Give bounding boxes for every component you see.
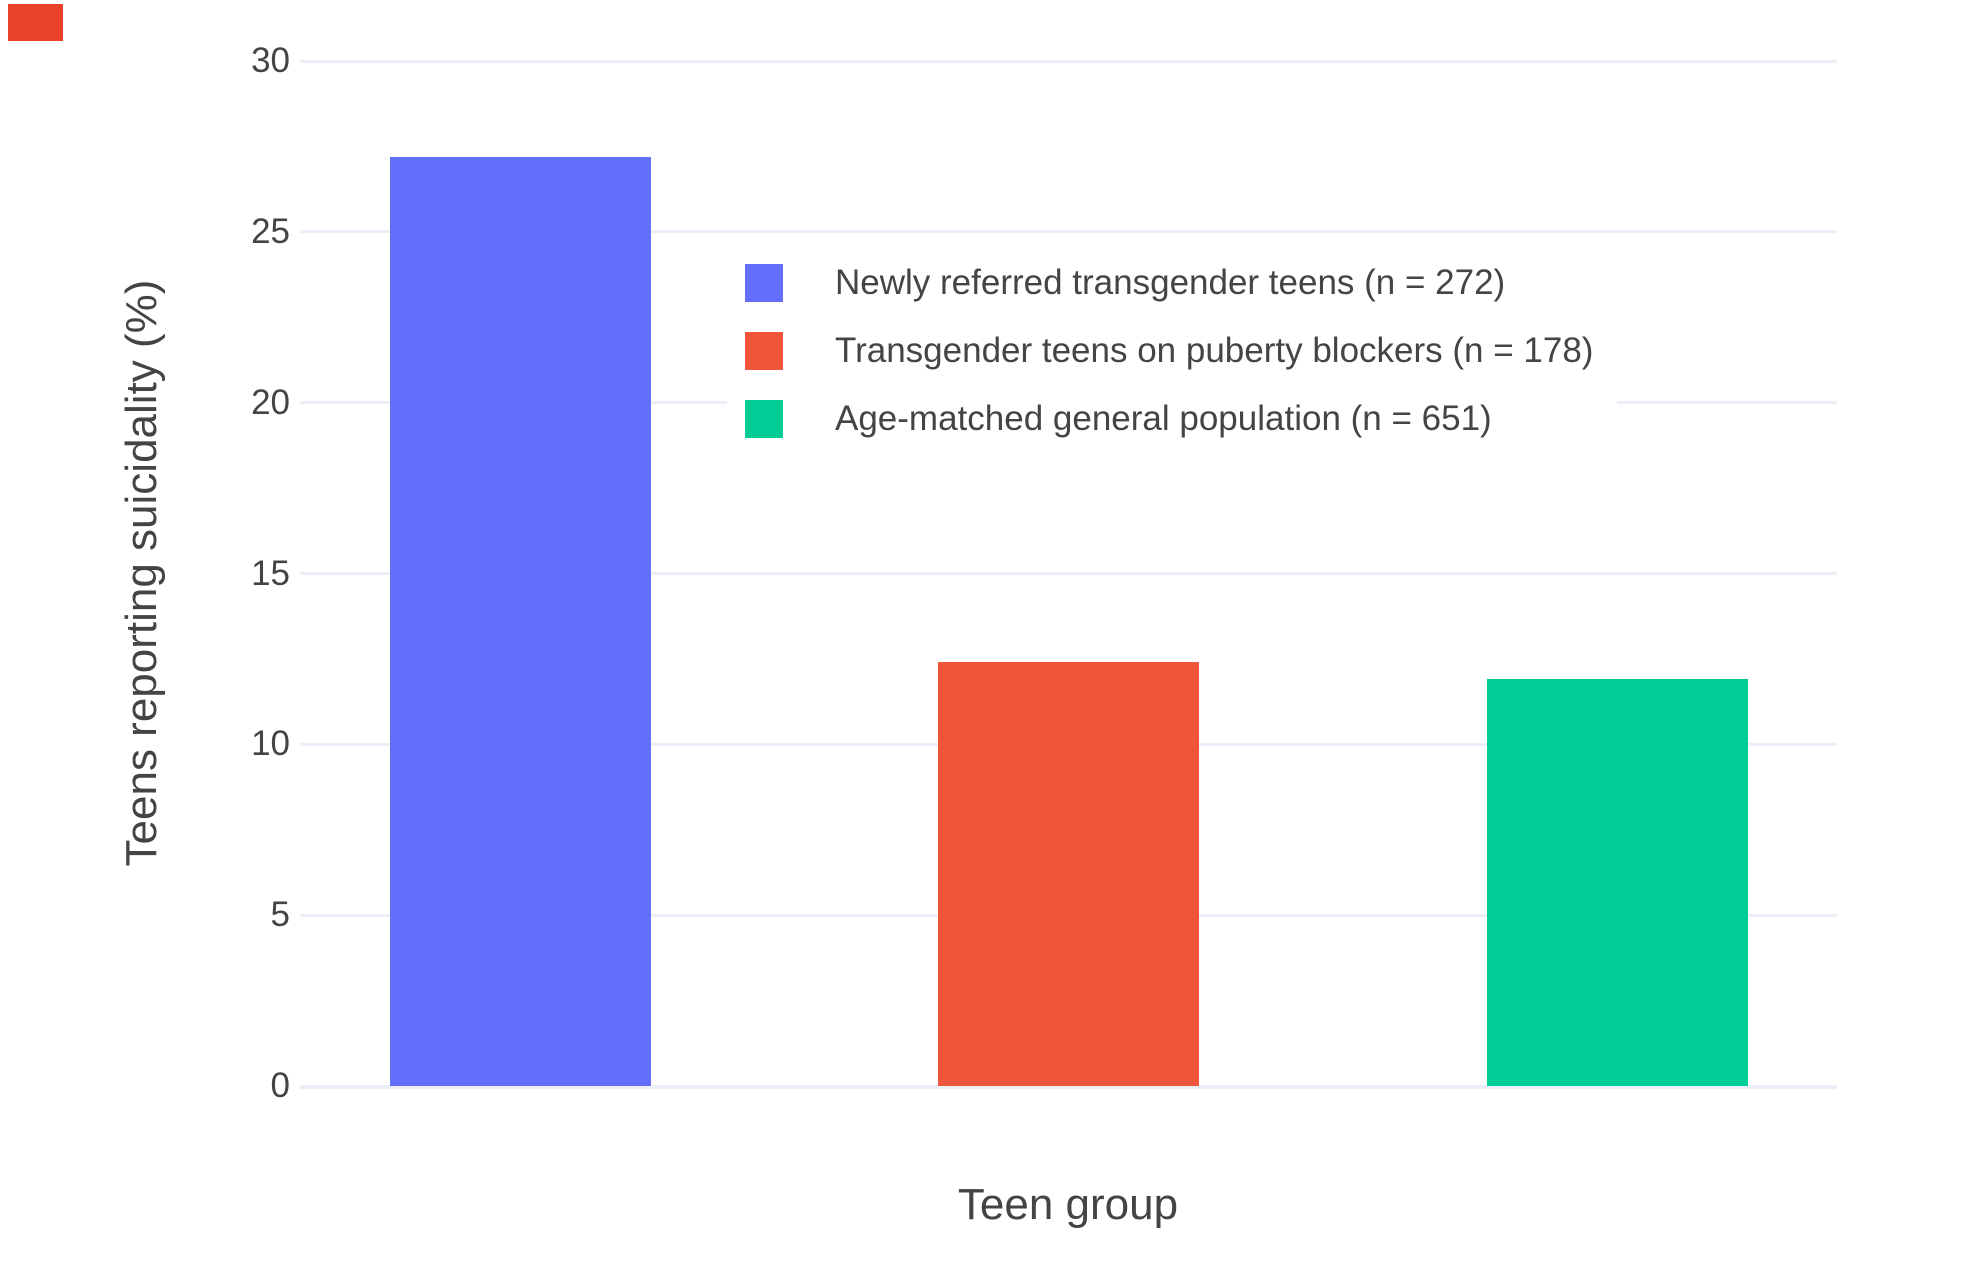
x-axis-zeroline [300, 1085, 1837, 1089]
y-tick-label: 25 [251, 211, 290, 251]
legend-item-3[interactable]: Age-matched general population (n = 651) [745, 385, 1593, 453]
legend: Newly referred transgender teens (n = 27… [727, 249, 1618, 459]
y-tick-label: 20 [251, 382, 290, 422]
legend-item-2[interactable]: Transgender teens on puberty blockers (n… [745, 317, 1593, 385]
legend-label: Transgender teens on puberty blockers (n… [835, 331, 1594, 370]
y-gridline [300, 59, 1837, 63]
legend-label: Age-matched general population (n = 651) [835, 399, 1492, 438]
bar-3[interactable] [1486, 679, 1748, 1086]
bar-2[interactable] [938, 662, 1199, 1086]
y-tick-label: 30 [251, 41, 290, 80]
y-gridline [300, 572, 1837, 575]
legend-label: Newly referred transgender teens (n = 27… [835, 263, 1506, 302]
legend-swatch-icon [745, 400, 783, 438]
red-corner-marker [8, 4, 63, 41]
legend-swatch-icon [745, 264, 783, 302]
y-axis-title: Teens reporting suicidality (%) [117, 279, 166, 867]
legend-swatch-icon [745, 332, 783, 370]
bar-1[interactable] [389, 156, 651, 1086]
y-tick-label: 10 [251, 724, 290, 764]
x-axis-title: Teen group [957, 1180, 1179, 1229]
legend-item-1[interactable]: Newly referred transgender teens (n = 27… [745, 249, 1593, 317]
y-tick-label: 0 [270, 1066, 290, 1105]
y-tick-label: 5 [270, 895, 290, 935]
y-gridline [300, 230, 1837, 234]
y-tick-label: 15 [251, 553, 290, 593]
